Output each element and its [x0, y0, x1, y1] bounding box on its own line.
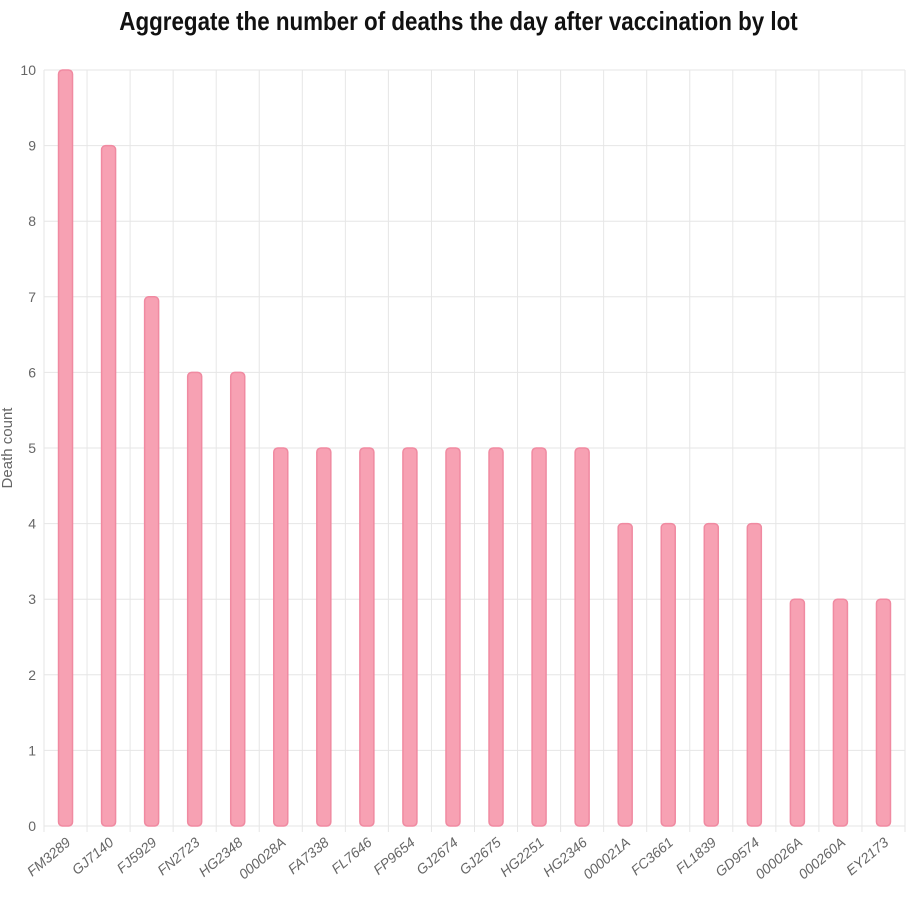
- x-tick-label: 000026A: [752, 834, 805, 882]
- y-tick-label: 10: [20, 62, 36, 78]
- x-tick-label: FP9654: [370, 834, 418, 878]
- bar-000021A[interactable]: [617, 522, 633, 827]
- x-tick-label: 000260A: [795, 834, 848, 882]
- bar-HG2251[interactable]: [531, 447, 547, 827]
- x-tick-label: FN2723: [154, 834, 203, 878]
- y-tick-label: 7: [28, 289, 36, 305]
- y-tick-label: 3: [28, 591, 36, 607]
- x-tick-label: GJ7140: [69, 834, 117, 878]
- bar-FL7646[interactable]: [359, 447, 375, 827]
- bar-HG2346[interactable]: [574, 447, 590, 827]
- chart-title: Aggregate the number of deaths the day a…: [119, 6, 798, 36]
- bar-EY2173[interactable]: [875, 598, 892, 827]
- y-tick-label: 6: [28, 364, 36, 380]
- x-tick-label: FL1839: [673, 834, 720, 877]
- bar-GD9574[interactable]: [746, 522, 763, 827]
- y-axis-ticks: 0 1 2 3 4 5 6 7 8 9 10: [20, 62, 36, 834]
- x-tick-label: FA7338: [285, 834, 332, 877]
- x-tick-label: 000021A: [580, 834, 633, 882]
- bar-FA7338[interactable]: [316, 447, 332, 827]
- y-tick-label: 9: [28, 138, 36, 154]
- bar-000260A[interactable]: [832, 598, 849, 827]
- bar-GJ2675[interactable]: [488, 447, 504, 827]
- bar-GJ2674[interactable]: [445, 447, 461, 827]
- y-tick-label: 2: [28, 667, 36, 683]
- x-tick-label: EY2173: [843, 834, 892, 878]
- bar-FN2723[interactable]: [186, 371, 203, 827]
- bar-GJ7140[interactable]: [100, 144, 117, 827]
- y-tick-label: 5: [28, 440, 36, 456]
- x-axis-ticks: FM3289GJ7140FJ5929FN2723HG2348000028AFA7…: [24, 834, 892, 882]
- bar-000026A[interactable]: [789, 598, 806, 827]
- x-tick-label: FM3289: [24, 834, 74, 879]
- bars: [57, 69, 892, 827]
- bar-FM3289[interactable]: [57, 69, 74, 827]
- y-axis-title: Death count: [0, 407, 16, 489]
- x-tick-label: GJ2674: [413, 834, 461, 878]
- grid: [43, 69, 906, 832]
- y-tick-label: 0: [28, 818, 36, 834]
- x-tick-label: FC3661: [628, 834, 676, 878]
- y-tick-label: 8: [28, 213, 36, 229]
- x-tick-label: HG2251: [497, 834, 547, 880]
- y-tick-label: 1: [28, 742, 36, 758]
- bar-FL1839[interactable]: [703, 522, 720, 827]
- bar-FP9654[interactable]: [402, 447, 418, 827]
- x-tick-label: 000028A: [235, 834, 288, 882]
- bar-HG2348[interactable]: [229, 371, 246, 827]
- x-tick-label: FJ5929: [113, 834, 159, 876]
- x-tick-label: FL7646: [328, 834, 375, 877]
- x-tick-label: GJ2675: [456, 834, 504, 878]
- bar-FC3661[interactable]: [660, 522, 676, 827]
- bar-000028A[interactable]: [273, 447, 289, 827]
- bar-FJ5929[interactable]: [143, 296, 160, 827]
- y-tick-label: 4: [28, 516, 36, 532]
